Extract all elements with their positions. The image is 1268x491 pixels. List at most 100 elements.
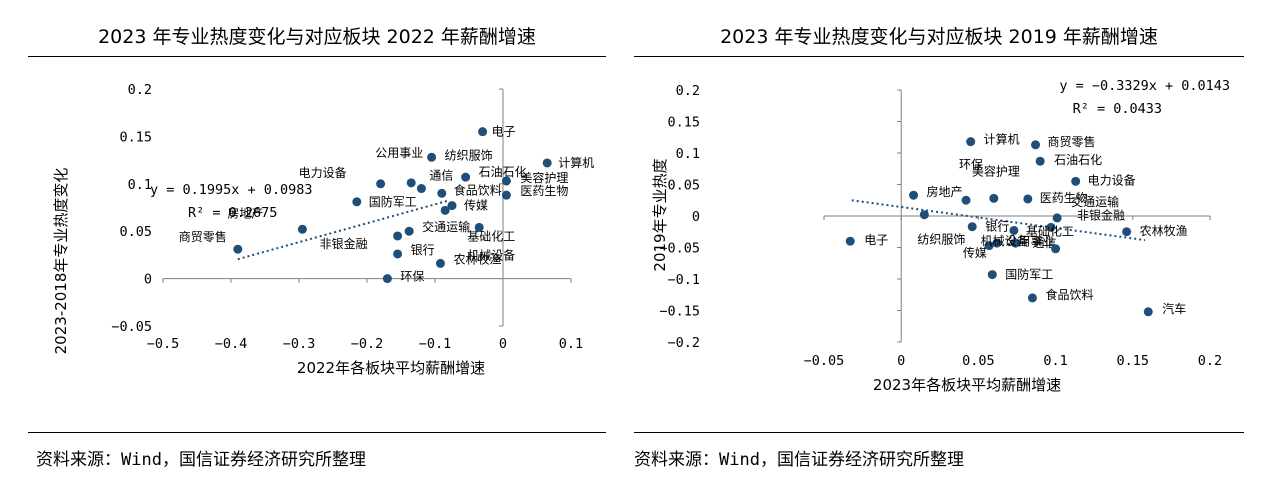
data-point xyxy=(416,184,426,194)
data-point xyxy=(478,127,488,137)
trendline xyxy=(851,199,1146,242)
scatter-chart-right: y = −0.3329x + 0.0143 R² = 0.0433 2023年各… xyxy=(651,78,1230,394)
point-label: 非银金融 xyxy=(1077,207,1125,222)
data-point xyxy=(1010,238,1020,248)
x-tick-label: 0.05 xyxy=(962,353,995,369)
y-tick-label: −0.1 xyxy=(667,272,700,288)
data-point xyxy=(919,210,929,220)
data-point xyxy=(1122,227,1132,237)
point-label: 石油石化 xyxy=(1054,153,1102,167)
r-squared: R² = 0.2675 xyxy=(188,205,277,221)
y-tick-label: 0.05 xyxy=(119,224,152,240)
y-axis-label: 2023-2018年专业热度变化 xyxy=(52,168,70,355)
data-point xyxy=(1052,213,1062,223)
y-tick-label: −0.05 xyxy=(111,319,152,335)
point-label: 国防军工 xyxy=(369,194,417,209)
point-label: 机械设备 xyxy=(467,247,515,262)
y-tick-label: −0.05 xyxy=(659,241,700,257)
point-label: 通信 xyxy=(1032,236,1056,250)
y-tick-label: 0.2 xyxy=(676,83,700,99)
data-point xyxy=(404,226,414,236)
point-label: 国防军工 xyxy=(1005,267,1053,282)
x-tick-label: 0.1 xyxy=(1043,353,1067,369)
x-tick-label: −0.05 xyxy=(804,353,845,369)
source-rule xyxy=(634,432,1244,433)
y-tick-label: 0.1 xyxy=(128,177,152,193)
point-label: 农林牧渔 xyxy=(453,252,501,266)
x-tick-label: 0.1 xyxy=(559,336,583,352)
x-tick-label: 0.2 xyxy=(1198,353,1222,369)
scatter-chart-left: y = 0.1995x + 0.0983 R² = 0.2675 2022年各板… xyxy=(52,82,594,377)
point-label: 汽车 xyxy=(1162,301,1186,316)
point-label: 农林牧渔 xyxy=(1140,224,1188,238)
data-point xyxy=(967,222,977,232)
point-label: 商贸零售 xyxy=(179,229,227,244)
point-label: 房地产 xyxy=(227,205,263,220)
data-point xyxy=(447,201,457,211)
data-point xyxy=(989,193,999,203)
x-tick-label: −0.2 xyxy=(351,336,384,352)
chart-panel-left: 2023 年专业热度变化与对应板块 2022 年薪酬增速 y = 0.1995x… xyxy=(28,26,606,470)
point-label: 房地产 xyxy=(927,184,963,199)
point-label: 纺织服饰 xyxy=(917,233,965,247)
chart-title: 2023 年专业热度变化与对应板块 2022 年薪酬增速 xyxy=(98,26,536,48)
point-label: 医药生物 xyxy=(520,184,568,198)
y-tick-label: 0.15 xyxy=(119,129,152,145)
x-tick-label: 0.15 xyxy=(1117,353,1150,369)
point-label: 计算机 xyxy=(984,132,1020,147)
data-point xyxy=(1051,244,1061,254)
data-point xyxy=(501,190,511,200)
data-point xyxy=(297,224,307,234)
point-label: 医药生物 xyxy=(1040,191,1088,205)
x-axis-label: 2023年各板块平均薪酬增速 xyxy=(873,376,1061,394)
title-rule xyxy=(28,56,606,57)
trend-equation: y = 0.1995x + 0.0983 xyxy=(150,182,313,198)
x-tick-label: −0.3 xyxy=(283,336,316,352)
data-point xyxy=(1035,156,1045,166)
point-label: 美容护理 xyxy=(972,163,1020,178)
data-point xyxy=(437,188,447,198)
x-tick-label: −0.1 xyxy=(419,336,452,352)
point-label: 银行 xyxy=(411,243,435,257)
data-point xyxy=(987,270,997,280)
point-label: 计算机 xyxy=(558,155,594,170)
source-note: 资料来源：Wind，国信证券经济研究所整理 xyxy=(634,450,964,470)
y-tick-label: 0 xyxy=(692,209,700,225)
point-label: 商贸零售 xyxy=(1048,134,1096,149)
point-label: 环保 xyxy=(959,157,983,171)
chart-panel-right: 2023 年专业热度变化与对应板块 2019 年薪酬增速 y = −0.3329… xyxy=(634,0,1268,491)
data-point xyxy=(1046,222,1056,232)
data-point xyxy=(440,205,450,215)
data-point xyxy=(1143,307,1153,317)
data-point xyxy=(435,258,445,268)
point-label: 传媒 xyxy=(963,245,987,260)
r-squared: R² = 0.0433 xyxy=(1073,101,1162,117)
point-label: 食品饮料 xyxy=(1045,287,1093,302)
point-label: 食品饮料 xyxy=(454,182,502,197)
point-label: 交通运输 xyxy=(422,219,470,234)
y-tick-label: 0.05 xyxy=(667,178,700,194)
point-label: 通信 xyxy=(429,169,453,183)
point-label: 环保 xyxy=(400,270,424,284)
title-rule xyxy=(634,56,1244,57)
data-point xyxy=(461,172,471,182)
point-label: 石油石化 xyxy=(479,165,527,179)
x-tick-label: −0.4 xyxy=(215,336,248,352)
point-label: 纺织服饰 xyxy=(445,148,493,162)
trendline xyxy=(237,199,449,261)
data-point xyxy=(1023,194,1033,204)
point-label: 基础化工 xyxy=(467,229,515,243)
x-tick-label: 0 xyxy=(897,353,905,369)
data-point xyxy=(992,238,1002,248)
y-tick-label: −0.2 xyxy=(667,335,700,351)
y-tick-label: 0 xyxy=(144,272,152,288)
y-tick-label: 0.1 xyxy=(676,146,700,162)
point-label: 基础化工 xyxy=(1026,224,1074,238)
source-note: 资料来源：Wind，国信证券经济研究所整理 xyxy=(36,450,366,470)
point-label: 非银金融 xyxy=(320,236,368,251)
data-point xyxy=(961,195,971,205)
point-label: 电力设备 xyxy=(299,166,347,180)
data-point xyxy=(1009,225,1019,235)
y-tick-label: −0.15 xyxy=(659,304,700,320)
point-label: 美容护理 xyxy=(520,170,568,185)
